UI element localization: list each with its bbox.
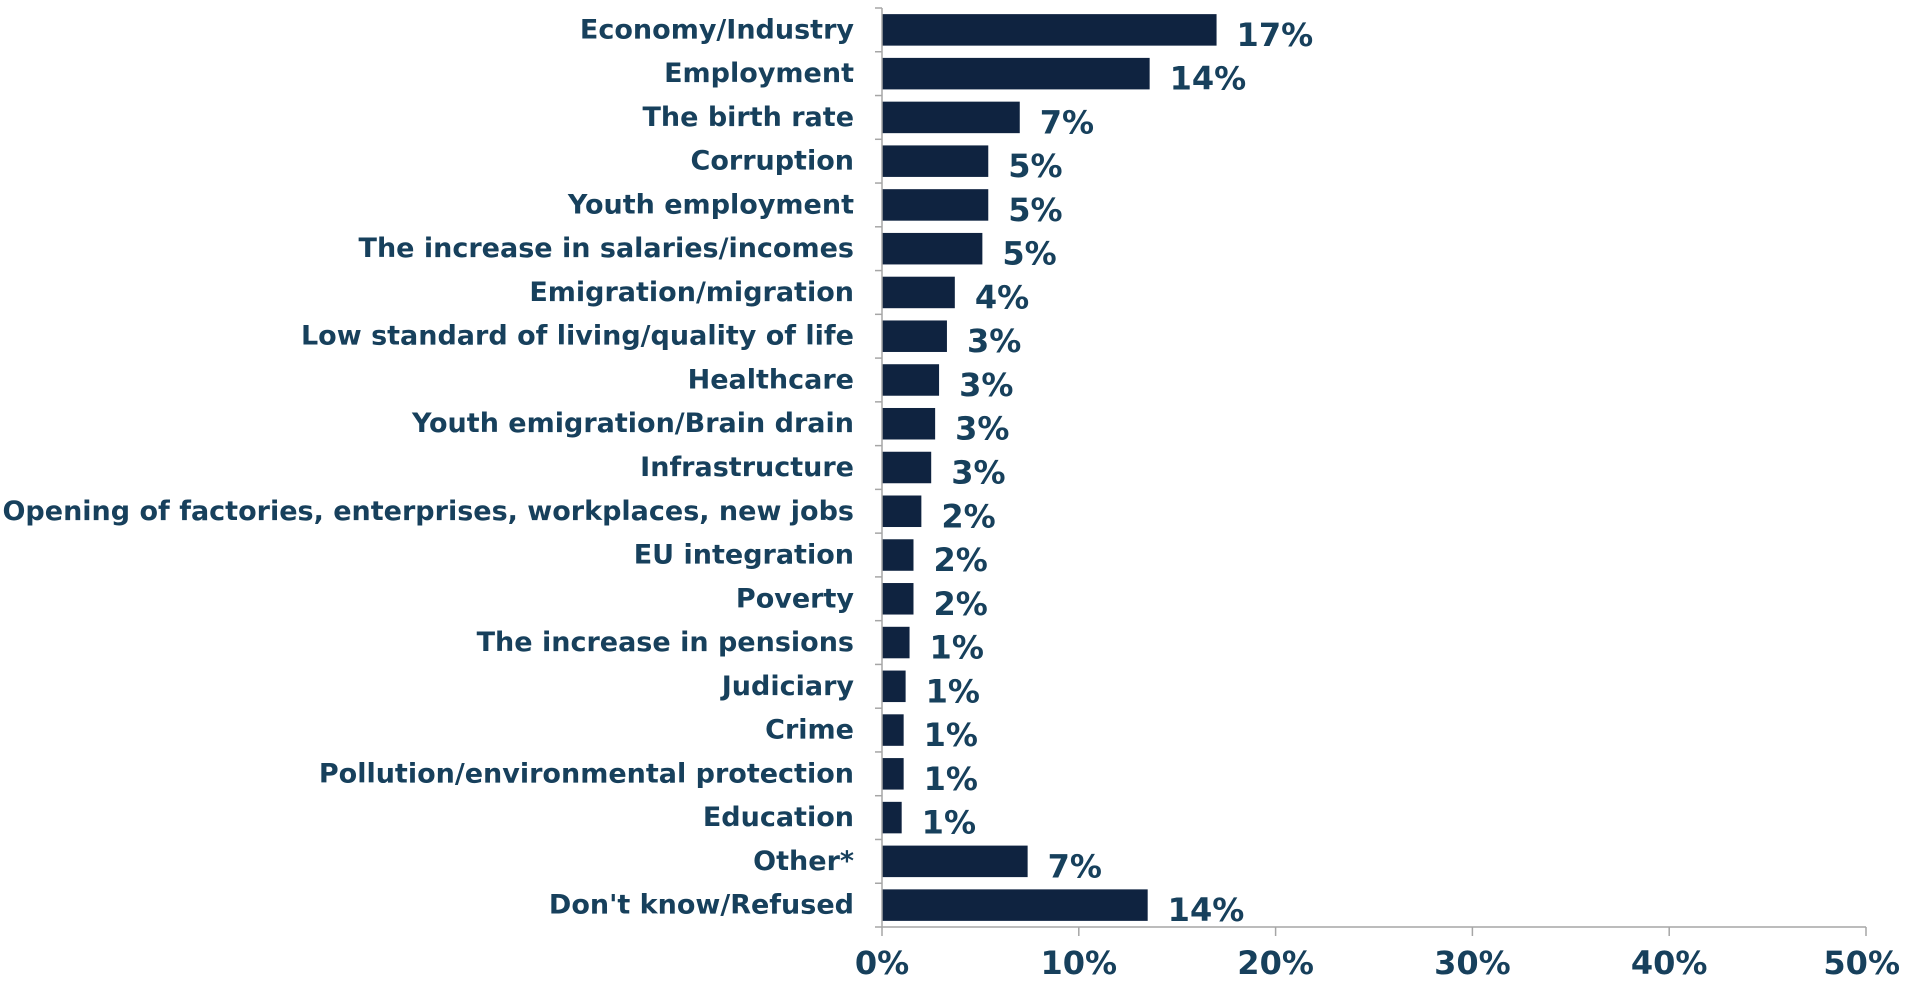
bar	[882, 889, 1148, 921]
category-label: Pollution/environmental protection	[319, 758, 854, 789]
x-tick-label: 20%	[1237, 944, 1314, 982]
category-label: Education	[703, 802, 854, 833]
bar	[882, 57, 1150, 90]
data-label: 2%	[933, 585, 987, 623]
data-label: 2%	[933, 541, 987, 579]
bar	[882, 451, 932, 484]
category-label: Crime	[765, 715, 854, 746]
category-label: Employment	[664, 58, 854, 89]
category-label: The birth rate	[642, 102, 854, 133]
data-label: 1%	[922, 804, 976, 842]
data-label: 4%	[975, 278, 1029, 316]
category-label: The increase in salaries/incomes	[359, 233, 854, 264]
category-label: Opening of factories, enterprises, workp…	[2, 496, 854, 527]
category-label: Emigration/migration	[529, 277, 854, 308]
bar	[882, 145, 989, 177]
bar	[882, 539, 914, 571]
data-label: 1%	[924, 716, 978, 754]
data-label: 17%	[1237, 16, 1314, 54]
data-label: 3%	[967, 322, 1021, 360]
axes	[875, 7, 1867, 936]
category-label: Corruption	[691, 146, 854, 177]
data-label: 14%	[1168, 891, 1245, 929]
x-tick-label: 0%	[855, 944, 909, 982]
category-label: Youth emigration/Brain drain	[411, 408, 854, 439]
category-label: Healthcare	[688, 364, 854, 395]
category-label: Don't know/Refused	[549, 890, 854, 921]
bars	[882, 14, 1217, 921]
category-label: Poverty	[736, 583, 854, 614]
bar	[882, 189, 989, 221]
bar	[882, 14, 1217, 46]
category-label: Judiciary	[720, 671, 855, 702]
category-label: Infrastructure	[640, 452, 854, 483]
x-tick-label: 50%	[1823, 944, 1900, 982]
bar	[882, 801, 902, 834]
bar	[882, 276, 955, 309]
category-label: The increase in pensions	[477, 627, 854, 658]
data-label: 2%	[941, 497, 995, 535]
bar	[882, 495, 922, 528]
bar	[882, 232, 983, 265]
x-tick-labels: 0% 10% 20% 30% 40% 50%	[855, 944, 1900, 982]
bar	[882, 670, 906, 703]
category-label: Youth employment	[567, 189, 854, 220]
bar	[882, 407, 936, 440]
bar	[882, 364, 940, 396]
category-label: Other*	[753, 846, 854, 877]
data-label: 1%	[930, 629, 984, 667]
bar	[882, 845, 1028, 878]
x-tick-label: 30%	[1434, 944, 1511, 982]
data-label: 1%	[926, 672, 980, 710]
data-label: 7%	[1048, 847, 1102, 885]
data-label: 3%	[955, 410, 1009, 448]
bar	[882, 320, 947, 352]
data-label: 5%	[1008, 191, 1062, 229]
category-label: EU integration	[634, 540, 854, 571]
bar	[882, 714, 904, 746]
x-tick-label: 40%	[1631, 944, 1708, 982]
data-label: 1%	[924, 760, 978, 798]
data-label: 5%	[1002, 235, 1056, 273]
bar	[882, 101, 1020, 134]
bar	[882, 626, 910, 659]
bar	[882, 758, 904, 790]
category-label: Low standard of living/quality of life	[301, 321, 854, 352]
data-label: 7%	[1040, 103, 1094, 141]
data-label: 3%	[959, 366, 1013, 404]
category-labels: Economy/Industry Employment The birth rate…	[2, 14, 854, 920]
x-tick-label: 10%	[1041, 944, 1118, 982]
data-label: 14%	[1170, 60, 1247, 98]
bar	[882, 583, 914, 615]
data-label: 5%	[1008, 147, 1062, 185]
category-label: Economy/Industry	[580, 14, 854, 45]
value-labels: 17% 14% 7% 5% 5% 5% 4% 3% 3% 3% 3% 2% 2% 2% 1% 1% 1% 1% 1%…	[922, 16, 1313, 929]
data-label: 3%	[951, 454, 1005, 492]
